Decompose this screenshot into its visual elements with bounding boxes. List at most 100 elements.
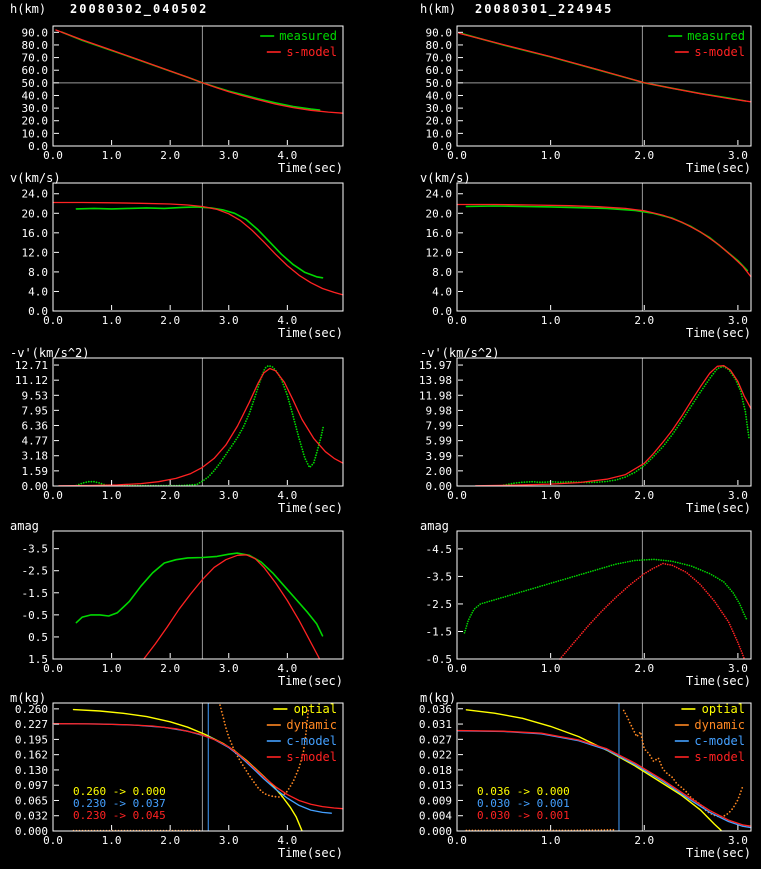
y-axis-title: m(kg): [420, 691, 457, 705]
svg-text:measured: measured: [279, 29, 337, 43]
svg-text:2.0: 2.0: [634, 489, 654, 502]
svg-text:s-model: s-model: [694, 750, 745, 764]
svg-text:-3.5: -3.5: [22, 543, 49, 556]
svg-text:0.0: 0.0: [432, 305, 452, 318]
svg-text:11.98: 11.98: [419, 389, 452, 402]
svg-text:0.004: 0.004: [419, 810, 452, 823]
plot-border: [52, 357, 344, 487]
svg-text:0.009: 0.009: [419, 794, 452, 807]
svg-text:3.0: 3.0: [219, 662, 239, 675]
event-title-left: 20080302_040502: [70, 2, 209, 16]
svg-text:4.0: 4.0: [277, 834, 297, 847]
svg-text:c-model: c-model: [694, 734, 745, 748]
plot-canvas-v-right: 24.0 20.0 16.0 12.0 8.0 4.0 0.00.0 1.0 2.0 3.0Tim…: [426, 182, 752, 340]
svg-text:9.53: 9.53: [22, 389, 49, 402]
svg-text:12.0: 12.0: [426, 246, 453, 259]
plot-border: [456, 530, 752, 660]
svg-text:20.0: 20.0: [22, 115, 49, 128]
svg-text:0.013: 0.013: [419, 779, 452, 792]
y-axis-ticks: 0.260 0.227 0.195 0.162 0.130 0.097 0.065 0.032…: [15, 703, 59, 838]
svg-text:-4.5: -4.5: [426, 543, 453, 556]
y-axis-ticks: 24.0 20.0 16.0 12.0 8.0 4.0 0.0: [22, 188, 59, 318]
y-axis-ticks: 15.97 13.98 11.98 9.98 7.99 5.99 3.99 2.00 0.00: [419, 359, 463, 493]
crosshair: [457, 26, 751, 146]
svg-text:4.0: 4.0: [277, 489, 297, 502]
svg-text:0.0: 0.0: [43, 662, 63, 675]
svg-text:3.18: 3.18: [22, 450, 49, 463]
svg-text:dynamic: dynamic: [694, 718, 745, 732]
y-axis-ticks: 90.080.070.060.050.040.030.020.010.00.0: [22, 26, 59, 153]
y-axis-title: -v'(km/s^2): [420, 346, 500, 360]
plot-border: [456, 357, 752, 487]
svg-text:7.99: 7.99: [426, 419, 453, 432]
svg-text:2.0: 2.0: [634, 834, 654, 847]
svg-text:1.0: 1.0: [541, 149, 561, 162]
svg-text:0.030 -> 0.001: 0.030 -> 0.001: [477, 809, 570, 822]
event-title-right: 20080301_224945: [475, 2, 614, 16]
svg-text:0.260 -> 0.000: 0.260 -> 0.000: [73, 785, 166, 798]
plot-border: [52, 702, 344, 832]
plot-border: [456, 182, 752, 312]
plot-canvas-h-left: 90.080.070.060.050.040.030.020.010.00.00…: [22, 25, 344, 175]
y-axis-title: amag: [420, 519, 449, 533]
svg-text:3.0: 3.0: [219, 834, 239, 847]
svg-text:20.0: 20.0: [426, 207, 453, 220]
svg-text:8.0: 8.0: [28, 266, 48, 279]
svg-text:0.162: 0.162: [15, 749, 48, 762]
svg-text:0.000: 0.000: [15, 825, 48, 838]
chart-cell-mass-right: m(kg) 0.036 0.031 0.027 0.022 0.018 0.013 0.00…: [380, 689, 761, 869]
svg-text:3.0: 3.0: [219, 489, 239, 502]
y-axis-ticks: 24.0 20.0 16.0 12.0 8.0 4.0 0.0: [426, 188, 463, 318]
series-measured: [75, 552, 324, 637]
series-measured: [75, 206, 324, 279]
svg-text:7.95: 7.95: [22, 404, 49, 417]
series-optial: [465, 709, 722, 832]
chart-cell-amag-right: amag -4.5 -3.5 -2.5 -1.5 -0.5 0.0 1.0 2.0 3.0 Tim…: [380, 517, 761, 689]
svg-text:0.030 -> 0.001: 0.030 -> 0.001: [477, 797, 570, 810]
svg-text:-2.5: -2.5: [426, 598, 453, 611]
series-s-model: [143, 554, 321, 660]
y-axis-title: v(km/s): [420, 171, 471, 185]
series-s-model: [458, 32, 752, 103]
plot-canvas-decel-right: 15.97 13.98 11.98 9.98 7.99 5.99 3.99 2.00 0.000…: [419, 357, 752, 515]
series-dynamic: [219, 704, 310, 798]
svg-text:50.0: 50.0: [22, 77, 49, 90]
svg-text:9.98: 9.98: [426, 404, 453, 417]
svg-text:0.130: 0.130: [15, 764, 48, 777]
svg-text:2.00: 2.00: [426, 465, 453, 478]
chart-cell-v-right: v(km/s) 24.0 20.0 16.0 12.0 8.0 4.0 0.0 0.0 1.0 2…: [380, 169, 761, 344]
svg-text:0.0: 0.0: [432, 140, 452, 153]
svg-text:3.0: 3.0: [728, 662, 748, 675]
x-axis-title: Time(sec): [278, 846, 343, 860]
x-axis-title: Time(sec): [278, 326, 343, 340]
svg-text:1.0: 1.0: [102, 489, 122, 502]
y-axis-title: h(km): [420, 2, 457, 16]
series-s-model: [456, 203, 752, 278]
svg-text:13.98: 13.98: [419, 374, 452, 387]
svg-text:20.0: 20.0: [22, 207, 49, 220]
svg-text:5.99: 5.99: [426, 435, 453, 448]
svg-text:20.0: 20.0: [426, 115, 453, 128]
chart-cell-v-left: v(km/s) 24.0 20.0 16.0 12.0 8.0 4.0 0.0 0.0 1.0 2…: [0, 169, 380, 344]
svg-text:0.036: 0.036: [419, 703, 452, 716]
chart-cell-h-right: h(km) 20080301_224945 90.0 80.0 70.0 60.0 50…: [380, 0, 761, 175]
x-axis-title: Time(sec): [686, 501, 751, 515]
svg-text:1.0: 1.0: [541, 834, 561, 847]
svg-text:3.0: 3.0: [728, 489, 748, 502]
svg-text:12.71: 12.71: [15, 359, 48, 372]
svg-text:0.031: 0.031: [419, 718, 452, 731]
y-axis-ticks: 90.080.070.060.050.040.030.020.010.00.0: [426, 26, 463, 153]
svg-text:30.0: 30.0: [22, 102, 49, 115]
plot-canvas-decel-left: 12.71 11.12 9.53 7.95 6.36 4.77 3.18 1.59 0.000.…: [15, 357, 344, 515]
svg-text:50.0: 50.0: [426, 77, 453, 90]
svg-text:0.036 -> 0.000: 0.036 -> 0.000: [477, 785, 570, 798]
svg-text:0.0: 0.0: [43, 834, 63, 847]
series-measured: [461, 32, 747, 102]
